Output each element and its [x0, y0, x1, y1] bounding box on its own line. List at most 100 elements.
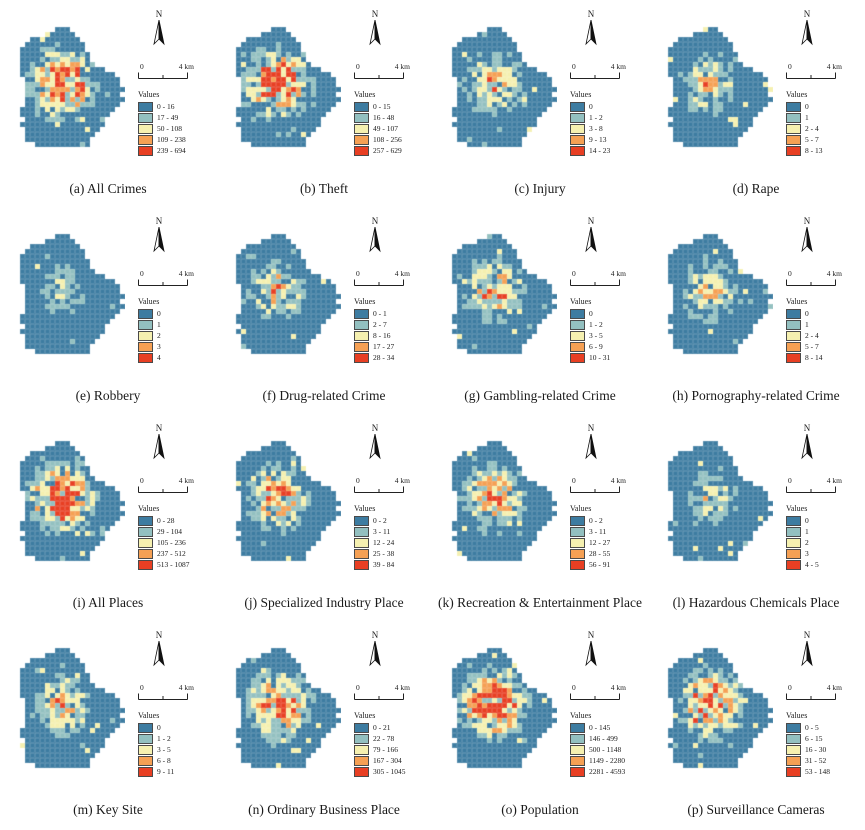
legend-swatch [570, 722, 585, 733]
legend-label: 1 - 2 [589, 320, 603, 329]
legend-row: 3 - 5 [570, 330, 610, 341]
legend-row: 39 - 84 [354, 559, 394, 570]
legend-swatch [354, 548, 369, 559]
north-arrow-icon: N [366, 10, 384, 50]
map-panel-b: N 0 4 km Values 0 - 15 16 - 48 49 - 107 108… [216, 2, 432, 209]
legend-swatch [354, 766, 369, 777]
legend: Values 0 - 15 16 - 48 49 - 107 108 - 256 257… [354, 90, 402, 156]
choropleth-map [5, 643, 125, 785]
panel-caption: (d) Rape [732, 181, 780, 196]
scale-zero-label: 0 [356, 269, 360, 278]
legend-swatch [786, 766, 801, 777]
scale-distance-label: 4 km [394, 683, 410, 692]
legend-swatch [138, 112, 153, 123]
legend-swatch [354, 559, 369, 570]
north-arrow-icon: N [798, 631, 816, 671]
legend-swatch [786, 308, 801, 319]
map-panel-j: N 0 4 km Values 0 - 2 3 - 11 12 - 24 25 - 3… [216, 416, 432, 623]
choropleth-map [437, 643, 557, 785]
legend-label: 5 - 7 [805, 342, 819, 351]
choropleth-map [653, 643, 773, 785]
legend: Values 0 1 2 - 4 5 - 7 8 - 14 [786, 297, 823, 363]
legend-swatch [138, 744, 153, 755]
compass-needle-icon [153, 226, 165, 253]
legend-swatch [570, 330, 585, 341]
legend-row: 25 - 38 [354, 548, 394, 559]
legend-swatch [354, 515, 369, 526]
legend-row: 500 - 1148 [570, 744, 625, 755]
legend-row: 28 - 55 [570, 548, 610, 559]
scale-distance-label: 4 km [826, 683, 842, 692]
scale-distance-label: 4 km [826, 476, 842, 485]
north-label: N [155, 423, 163, 433]
choropleth-map [221, 643, 341, 785]
legend-label: 6 - 15 [805, 734, 823, 743]
legend-row: 2 - 7 [354, 319, 394, 330]
scale-distance-label: 4 km [610, 683, 626, 692]
legend-row: 0 [786, 308, 823, 319]
north-label: N [155, 9, 163, 19]
legend-row: 0 [138, 308, 161, 319]
legend-label: 1 - 2 [157, 734, 171, 743]
north-label: N [587, 423, 595, 433]
map-panel-d: N 0 4 km Values 0 1 2 - 4 5 - 7 8 - 13 (d) R… [648, 2, 864, 209]
legend: Values 0 1 2 3 4 [138, 297, 161, 363]
legend-label: 500 - 1148 [589, 745, 622, 754]
legend-row: 0 - 5 [786, 722, 830, 733]
legend-row: 17 - 27 [354, 341, 394, 352]
legend-label: 1 [805, 527, 809, 536]
choropleth-map [221, 229, 341, 371]
choropleth-map [221, 436, 341, 578]
scale-bar: 0 4 km [354, 269, 412, 288]
legend-swatch [570, 308, 585, 319]
legend-swatch [354, 526, 369, 537]
compass-needle-icon [585, 226, 597, 253]
map-panel-m: N 0 4 km Values 0 1 - 2 3 - 5 6 - 8 9 - 11 (… [0, 623, 216, 830]
scale-bar-line [354, 486, 404, 493]
north-label: N [371, 9, 379, 19]
legend-row: 0 - 15 [354, 101, 402, 112]
legend: Values 0 1 - 2 3 - 8 9 - 13 14 - 23 [570, 90, 610, 156]
scale-zero-label: 0 [356, 683, 360, 692]
scale-zero-label: 0 [140, 269, 144, 278]
north-label: N [587, 630, 595, 640]
legend-swatch [354, 308, 369, 319]
legend-swatch [786, 722, 801, 733]
legend-label: 0 [589, 309, 593, 318]
legend-row: 0 - 16 [138, 101, 186, 112]
legend-label: 237 - 512 [157, 549, 186, 558]
legend-label: 4 [157, 353, 161, 362]
legend-label: 17 - 27 [373, 342, 395, 351]
legend-swatch [570, 744, 585, 755]
scale-zero-label: 0 [140, 476, 144, 485]
legend-swatch [354, 134, 369, 145]
legend-label: 50 - 108 [157, 124, 182, 133]
legend-row: 79 - 166 [354, 744, 406, 755]
legend-label: 3 - 5 [589, 331, 603, 340]
legend-label: 2 - 7 [373, 320, 387, 329]
legend-row: 1 - 2 [570, 319, 610, 330]
legend-label: 105 - 236 [157, 538, 186, 547]
legend-label: 3 - 11 [373, 527, 391, 536]
legend-row: 29 - 104 [138, 526, 190, 537]
compass-needle-icon [369, 19, 381, 46]
panel-caption: (l) Hazardous Chemicals Place [672, 595, 840, 610]
legend-label: 12 - 27 [589, 538, 611, 547]
legend-row: 1 [786, 112, 823, 123]
legend-label: 257 - 629 [373, 146, 402, 155]
legend-row: 6 - 9 [570, 341, 610, 352]
legend-label: 167 - 304 [373, 756, 402, 765]
legend-swatch [786, 112, 801, 123]
legend-row: 1149 - 2280 [570, 755, 625, 766]
legend-title: Values [138, 90, 160, 99]
scale-zero-label: 0 [572, 62, 576, 71]
north-arrow-icon: N [582, 631, 600, 671]
legend-row: 4 [138, 352, 161, 363]
legend-swatch [138, 101, 153, 112]
legend-label: 0 [589, 102, 593, 111]
legend-swatch [354, 123, 369, 134]
north-arrow-icon: N [582, 10, 600, 50]
legend-label: 5 - 7 [805, 135, 819, 144]
legend-swatch [570, 112, 585, 123]
